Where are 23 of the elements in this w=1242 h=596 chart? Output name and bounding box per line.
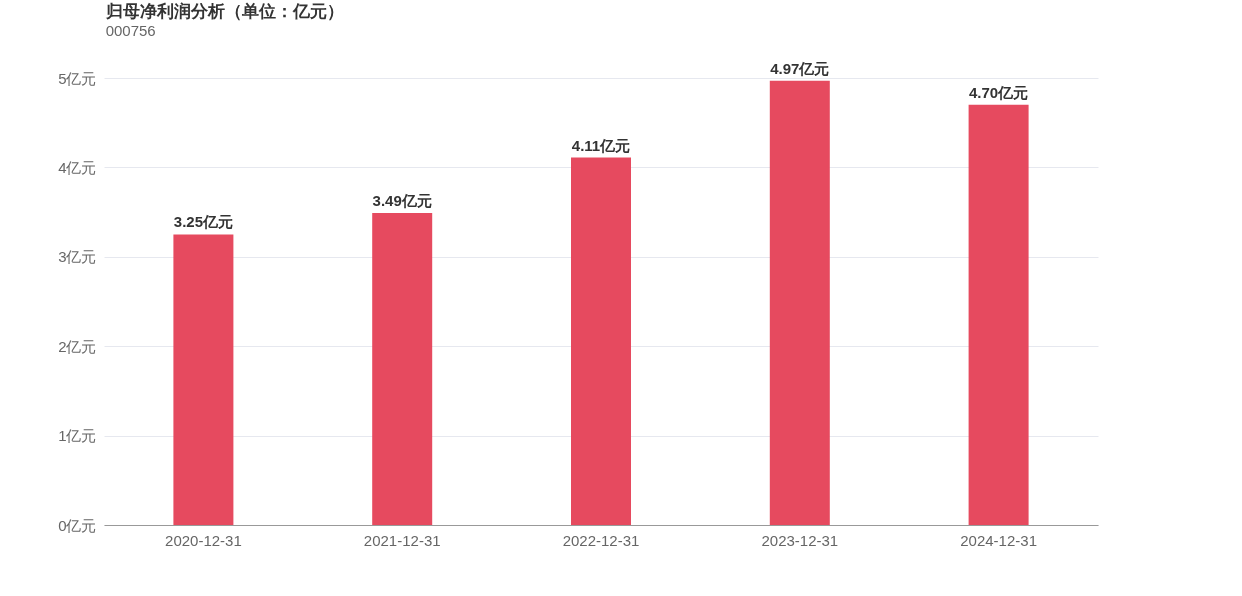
data-label: 3.25亿元: [173, 213, 233, 231]
x-tick-label: 2023-12-31: [761, 531, 839, 549]
bar: [571, 157, 631, 525]
y-tick-label: 3亿元: [58, 248, 97, 266]
bar: [372, 212, 433, 525]
y-tick-label: 0亿元: [58, 516, 97, 534]
x-tick-label: 2024-12-31: [960, 531, 1037, 549]
data-label: 4.70亿元: [969, 83, 1029, 101]
data-label: 4.11亿元: [571, 136, 631, 154]
x-tick-label: 2022-12-31: [562, 531, 640, 549]
bar: [769, 80, 830, 525]
x-tick-label: 2020-12-31: [165, 531, 242, 549]
data-label: 3.49亿元: [372, 191, 432, 209]
bar: [173, 234, 234, 525]
x-tick-label: 2021-12-31: [363, 531, 441, 549]
bar: [968, 104, 1029, 525]
data-label: 4.97亿元: [770, 59, 830, 77]
y-tick-label: 5亿元: [58, 69, 97, 87]
y-tick-label: 2亿元: [58, 337, 97, 355]
y-tick-label: 1亿元: [58, 427, 97, 445]
chart-title: 归母净利润分析（单位：亿元）: [104, 1, 344, 21]
chart-subtitle: 000756: [105, 21, 156, 39]
y-tick-label: 4亿元: [58, 158, 97, 176]
